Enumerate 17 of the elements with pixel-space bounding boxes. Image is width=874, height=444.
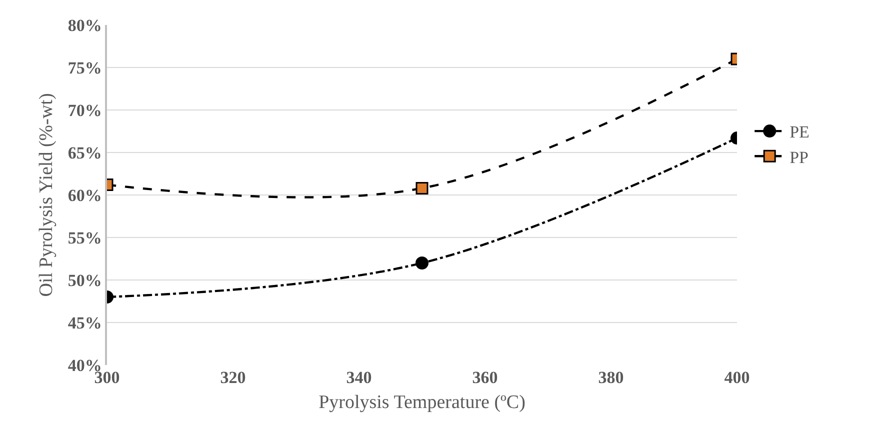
y-tick-label: 80% xyxy=(68,16,102,35)
y-tick-label: 50% xyxy=(68,270,102,290)
y-tick-label: 45% xyxy=(68,313,102,332)
y-tick-label: 65% xyxy=(68,143,102,162)
x-tick-label: 400 xyxy=(724,368,750,387)
y-axis-title: Oil Pyrolysis Yield (%-wt) xyxy=(36,93,58,297)
x-tick-label: 380 xyxy=(598,368,624,387)
y-tick-label: 60% xyxy=(68,186,102,205)
x-tick-label: 360 xyxy=(472,368,498,387)
x-tick-label: 320 xyxy=(220,368,246,387)
x-axis-title: Pyrolysis Temperature (ºC) xyxy=(318,392,526,413)
legend-label: PE xyxy=(790,122,810,142)
y-tick-label: 75% xyxy=(68,58,102,78)
legend-label: PP xyxy=(790,148,809,167)
y-tick-label: 70% xyxy=(68,100,102,120)
x-tick-label: 340 xyxy=(346,368,372,387)
y-tick-label: 55% xyxy=(68,228,102,248)
